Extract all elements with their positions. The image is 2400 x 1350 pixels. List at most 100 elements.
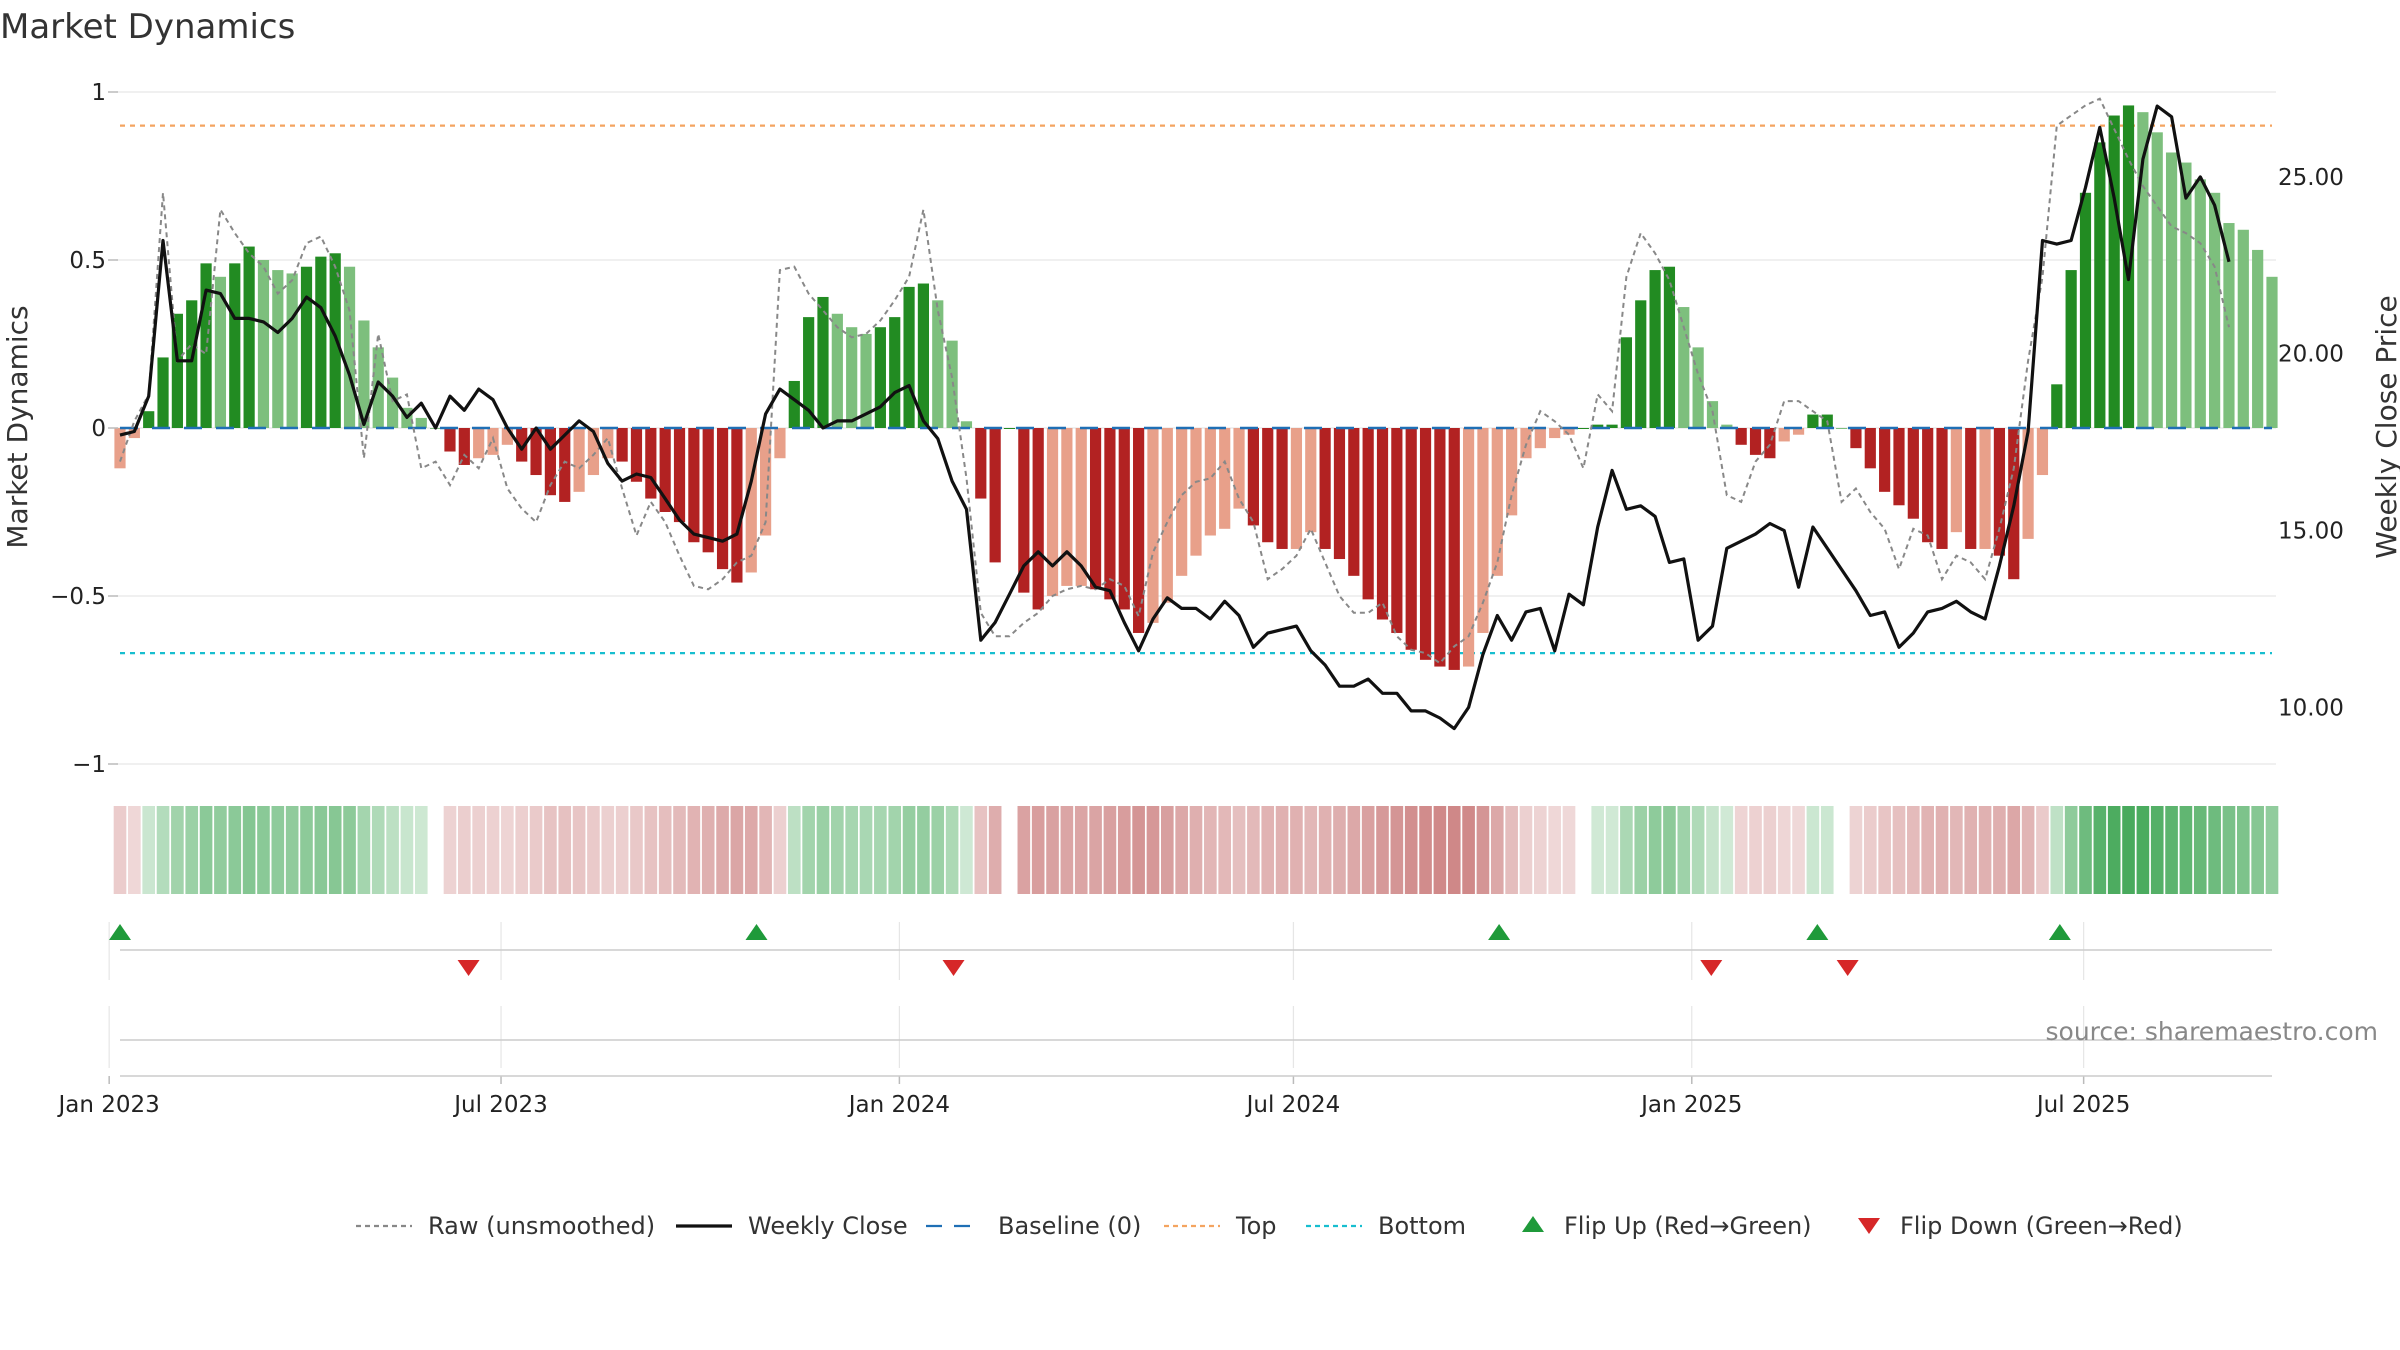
regime-cell: [2079, 806, 2092, 894]
regime-cell: [2222, 806, 2236, 894]
x-tick-label: Jan 2023: [57, 1092, 160, 1118]
dynamics-bar: [1649, 270, 1661, 428]
dynamics-bar: [1577, 428, 1589, 429]
dynamics-bar: [1965, 428, 1977, 549]
regime-cell: [1189, 806, 1203, 894]
dynamics-bar: [760, 428, 772, 536]
dynamics-bar: [587, 428, 600, 476]
regime-cell: [1634, 806, 1648, 894]
dynamics-bar: [745, 428, 757, 573]
flip-up-marker: [1488, 924, 1511, 940]
regime-cell: [630, 806, 643, 894]
dynamics-bar: [975, 428, 987, 499]
dynamics-bar: [257, 260, 270, 428]
dynamics-bar: [444, 428, 456, 452]
source-text: source: sharemaestro.com: [2046, 1017, 2379, 1046]
dynamics-bar: [1462, 428, 1475, 667]
regime-cell: [1878, 806, 1891, 894]
regime-cell: [658, 806, 672, 894]
y-tick-label: 0: [91, 416, 106, 442]
regime-cell: [386, 806, 399, 894]
dynamics-bar: [1061, 428, 1073, 586]
dynamics-bar: [1305, 428, 1317, 533]
dynamics-bar: [1749, 428, 1762, 455]
regime-cell: [544, 806, 557, 894]
regime-cell: [787, 806, 801, 894]
regime-cell: [2208, 806, 2221, 894]
flip-down-marker: [942, 960, 965, 976]
reference-lines: [120, 124, 2272, 655]
regime-cell: [673, 806, 686, 894]
regime-cell: [816, 806, 830, 894]
dynamics-bar: [1405, 428, 1417, 650]
regime-cell: [1849, 806, 1863, 894]
regime-cell: [343, 806, 356, 894]
regime-cell: [874, 806, 887, 894]
regime-cell: [1950, 806, 1963, 894]
regime-cell: [888, 806, 902, 894]
dynamics-bar: [544, 428, 556, 496]
regime-cell: [228, 806, 242, 894]
regime-cell: [1993, 806, 2006, 894]
dynamics-bar: [2237, 229, 2249, 428]
dynamics-bar: [530, 428, 542, 476]
axes: −1 −0.5 0 0.5 1 10.00 15.00 20.00 25.00 Jan 2023 J…: [50, 80, 2344, 1118]
dynamics-bar: [731, 428, 743, 583]
regime-cell: [960, 806, 973, 894]
regime-cell: [501, 806, 514, 894]
regime-cell: [1892, 806, 1906, 894]
regime-cell: [214, 806, 227, 894]
regime-cell: [1074, 806, 1088, 894]
regime-cell: [1304, 806, 1318, 894]
dynamics-bar: [516, 428, 528, 462]
dynamics-bar: [1362, 428, 1374, 600]
y-tick-label: −0.5: [50, 584, 106, 610]
legend-label-flip_down: Flip Down (Green→Red): [1900, 1212, 2183, 1240]
regime-cell: [1476, 806, 1490, 894]
regime-cell: [1318, 806, 1332, 894]
dynamics-bar: [386, 377, 399, 428]
regime-cell: [831, 806, 844, 894]
dynamics-bar: [214, 276, 227, 428]
x-tick-label: Jul 2023: [452, 1092, 548, 1118]
legend: Raw (unsmoothed) Weekly Close Baseline (0)…: [356, 1212, 2183, 1240]
regime-cell: [974, 806, 988, 894]
regime-cell: [2021, 806, 2035, 894]
dynamics-bar: [917, 283, 930, 428]
regime-cell: [1204, 806, 1217, 894]
dynamics-bar: [1204, 428, 1216, 536]
dynamics-bar: [2194, 179, 2206, 428]
series-lines: [119, 97, 2272, 731]
dynamics-bar: [989, 428, 1001, 563]
regime-cell: [171, 806, 184, 894]
regime-cell: [472, 806, 485, 894]
y-tick-label: −1: [72, 752, 106, 778]
dynamics-bar: [143, 411, 155, 428]
dynamics-bar: [315, 256, 327, 428]
dynamics-bar: [2065, 270, 2077, 428]
dynamics-bar: [286, 273, 298, 428]
dynamics-bar: [1262, 428, 1274, 543]
dynamics-bar: [2051, 384, 2063, 428]
dynamics-bar: [602, 428, 614, 459]
dynamics-bar: [688, 428, 700, 543]
regime-cell: [1060, 806, 1074, 894]
dynamics-bar: [1118, 428, 1130, 610]
dynamics-bar: [1348, 428, 1360, 576]
y2-tick-label: 15.00: [2278, 519, 2344, 545]
dynamics-bar: [573, 428, 585, 492]
regime-cell: [587, 806, 600, 894]
regime-cell: [644, 806, 658, 894]
dynamics-bar: [788, 380, 800, 428]
dynamics-bar: [272, 270, 284, 428]
dynamics-bar: [860, 333, 872, 428]
dynamics-bars: [114, 105, 2278, 670]
regime-cell: [802, 806, 815, 894]
dynamics-bar: [300, 266, 313, 428]
dynamics-bar: [501, 428, 513, 445]
dynamics-bar: [1993, 428, 2006, 556]
dynamics-bar: [1735, 428, 1747, 445]
regime-cell: [1706, 806, 1719, 894]
dynamics-bar: [1219, 428, 1231, 529]
